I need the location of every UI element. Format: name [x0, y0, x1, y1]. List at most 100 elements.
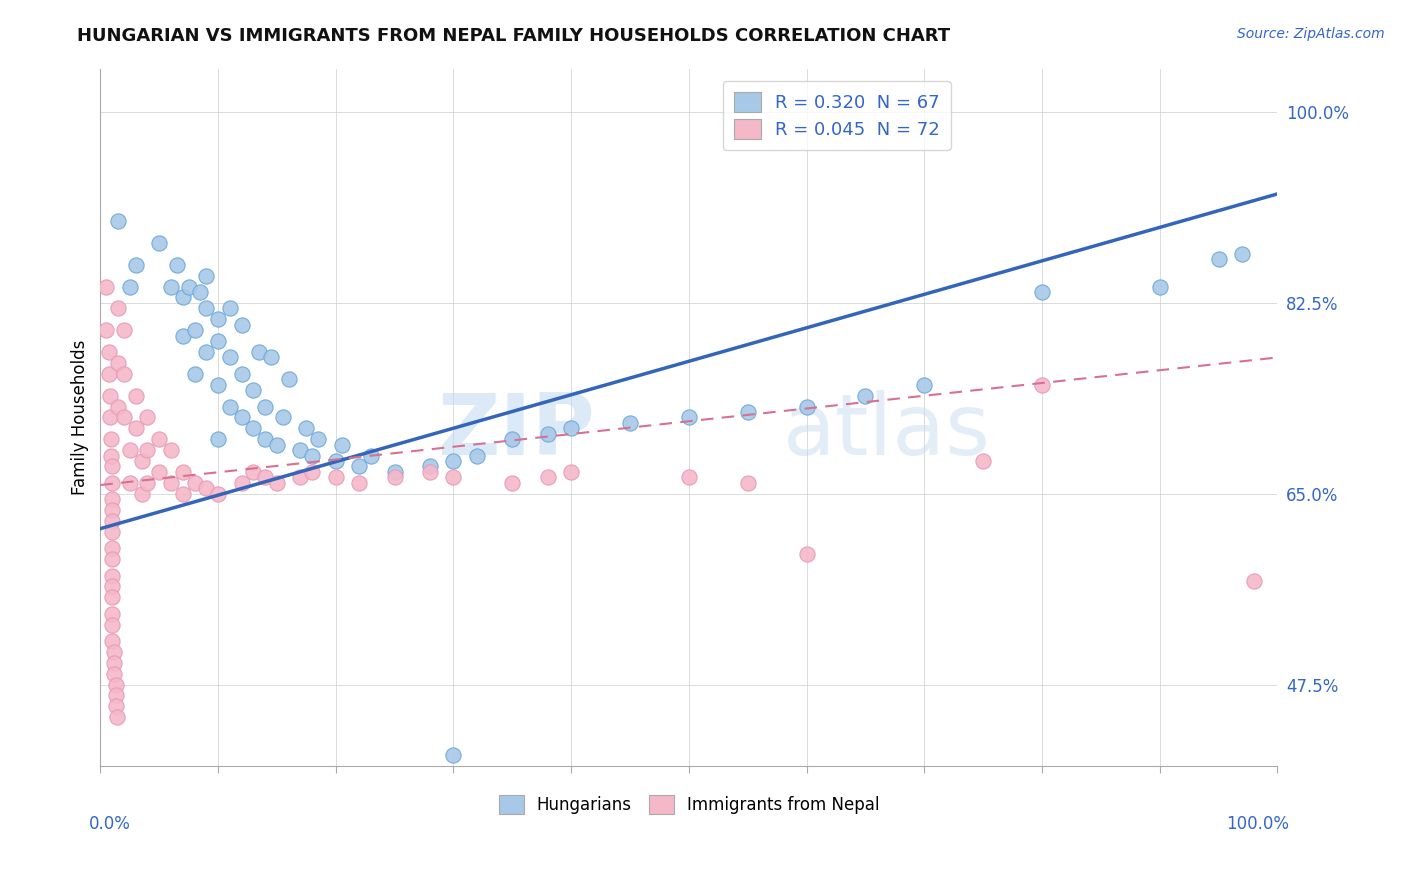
Point: [195, 345, 218, 359]
Point: [247, 345, 270, 359]
Point: [195, 481, 218, 495]
Point: [242, 383, 264, 397]
Y-axis label: Family Households: Family Households: [72, 340, 89, 495]
Point: [103, 656, 125, 670]
Point: [1149, 279, 1171, 293]
Point: [218, 351, 240, 365]
Point: [537, 426, 560, 441]
Point: [384, 465, 406, 479]
Point: [678, 470, 700, 484]
Point: [112, 410, 135, 425]
Point: [103, 666, 125, 681]
Point: [218, 400, 240, 414]
Point: [443, 454, 465, 468]
Point: [96, 279, 118, 293]
Point: [1230, 247, 1253, 261]
Point: [172, 328, 194, 343]
Point: [118, 279, 141, 293]
Point: [97, 367, 120, 381]
Point: [148, 432, 170, 446]
Text: 0.0%: 0.0%: [89, 815, 131, 833]
Point: [172, 487, 194, 501]
Text: HUNGARIAN VS IMMIGRANTS FROM NEPAL FAMILY HOUSEHOLDS CORRELATION CHART: HUNGARIAN VS IMMIGRANTS FROM NEPAL FAMIL…: [77, 27, 950, 45]
Point: [254, 470, 277, 484]
Point: [172, 465, 194, 479]
Point: [104, 699, 127, 714]
Point: [104, 689, 127, 703]
Point: [912, 377, 935, 392]
Point: [537, 470, 560, 484]
Point: [101, 492, 124, 507]
Point: [131, 487, 153, 501]
Point: [737, 405, 759, 419]
Point: [419, 465, 441, 479]
Text: Source: ZipAtlas.com: Source: ZipAtlas.com: [1237, 27, 1385, 41]
Point: [737, 475, 759, 490]
Point: [349, 459, 371, 474]
Point: [384, 470, 406, 484]
Point: [183, 367, 205, 381]
Point: [1243, 574, 1265, 588]
Text: ZIP: ZIP: [437, 390, 595, 473]
Point: [1208, 252, 1230, 267]
Point: [136, 410, 159, 425]
Point: [136, 443, 159, 458]
Point: [290, 443, 312, 458]
Point: [101, 541, 124, 556]
Point: [207, 377, 229, 392]
Point: [443, 748, 465, 763]
Point: [96, 323, 118, 337]
Point: [98, 410, 121, 425]
Point: [972, 454, 994, 468]
Point: [349, 475, 371, 490]
Point: [307, 432, 329, 446]
Point: [419, 459, 441, 474]
Point: [105, 710, 128, 724]
Point: [207, 334, 229, 348]
Point: [107, 214, 129, 228]
Point: [107, 356, 129, 370]
Point: [619, 416, 641, 430]
Point: [101, 617, 124, 632]
Point: [101, 475, 124, 490]
Point: [406, 781, 429, 796]
Point: [271, 410, 294, 425]
Point: [101, 591, 124, 605]
Point: [107, 301, 129, 316]
Point: [254, 432, 277, 446]
Point: [160, 475, 183, 490]
Point: [678, 410, 700, 425]
Point: [118, 475, 141, 490]
Point: [101, 514, 124, 528]
Point: [148, 235, 170, 250]
Point: [360, 449, 382, 463]
Point: [112, 367, 135, 381]
Point: [101, 503, 124, 517]
Point: [465, 449, 488, 463]
Point: [260, 351, 283, 365]
Point: [231, 318, 253, 332]
Point: [560, 421, 582, 435]
Point: [101, 524, 124, 539]
Point: [195, 301, 218, 316]
Point: [166, 258, 188, 272]
Point: [195, 268, 218, 283]
Point: [295, 421, 318, 435]
Point: [218, 301, 240, 316]
Point: [148, 465, 170, 479]
Point: [104, 677, 127, 691]
Point: [124, 389, 146, 403]
Point: [501, 432, 523, 446]
Point: [131, 454, 153, 468]
Legend: Hungarians, Immigrants from Nepal: Hungarians, Immigrants from Nepal: [492, 789, 886, 821]
Point: [207, 487, 229, 501]
Point: [325, 454, 347, 468]
Point: [112, 323, 135, 337]
Point: [443, 470, 465, 484]
Point: [330, 438, 353, 452]
Point: [301, 449, 323, 463]
Point: [855, 389, 877, 403]
Point: [325, 470, 347, 484]
Text: atlas: atlas: [783, 390, 991, 473]
Point: [98, 389, 121, 403]
